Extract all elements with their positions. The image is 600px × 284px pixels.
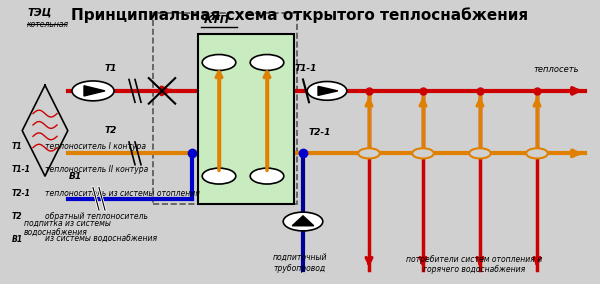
Text: КТП: КТП — [204, 15, 230, 25]
Text: В1: В1 — [12, 235, 23, 244]
Polygon shape — [292, 216, 314, 226]
Circle shape — [202, 55, 236, 70]
Text: теплоноситель I контура: теплоноситель I контура — [45, 142, 146, 151]
Circle shape — [250, 55, 284, 70]
Circle shape — [283, 212, 323, 231]
Text: В1: В1 — [68, 172, 82, 181]
Text: потребители систем отопления и
горячего водоснабжения: потребители систем отопления и горячего … — [406, 255, 542, 274]
Text: Т1-1: Т1-1 — [295, 64, 317, 73]
Text: Т2: Т2 — [12, 212, 23, 221]
Text: теплоноситель II контура: теплоноситель II контура — [45, 165, 148, 174]
Text: теплосеть: теплосеть — [533, 65, 579, 74]
Polygon shape — [84, 86, 105, 96]
Text: обратный теплоноситель: обратный теплоноситель — [45, 212, 148, 221]
Circle shape — [526, 148, 548, 158]
Circle shape — [358, 148, 380, 158]
Text: из системы водоснабжения: из системы водоснабжения — [45, 235, 157, 244]
Circle shape — [307, 82, 347, 100]
Circle shape — [250, 168, 284, 184]
Circle shape — [412, 148, 434, 158]
Text: Т2-1: Т2-1 — [12, 189, 31, 198]
Circle shape — [202, 168, 236, 184]
Text: подпиточный
трубопровод: подпиточный трубопровод — [273, 253, 327, 273]
Text: Т2-1: Т2-1 — [309, 128, 331, 137]
Circle shape — [469, 148, 491, 158]
Text: подпитка из системы
водоснабжения: подпитка из системы водоснабжения — [24, 219, 111, 238]
FancyBboxPatch shape — [198, 34, 294, 204]
Text: Принципиальная схема открытого теплоснабжения: Принципиальная схема открытого теплоснаб… — [71, 7, 529, 23]
Polygon shape — [318, 86, 338, 95]
Text: Т1: Т1 — [105, 64, 117, 73]
Text: Т1-1: Т1-1 — [12, 165, 31, 174]
Text: Т2: Т2 — [105, 126, 117, 135]
Text: ТЭЦ: ТЭЦ — [27, 8, 52, 18]
Text: котельная: котельная — [27, 20, 69, 29]
Text: Т1: Т1 — [12, 142, 23, 151]
Text: теплоноситель из системы отопления: теплоноситель из системы отопления — [45, 189, 200, 198]
Circle shape — [72, 81, 114, 101]
